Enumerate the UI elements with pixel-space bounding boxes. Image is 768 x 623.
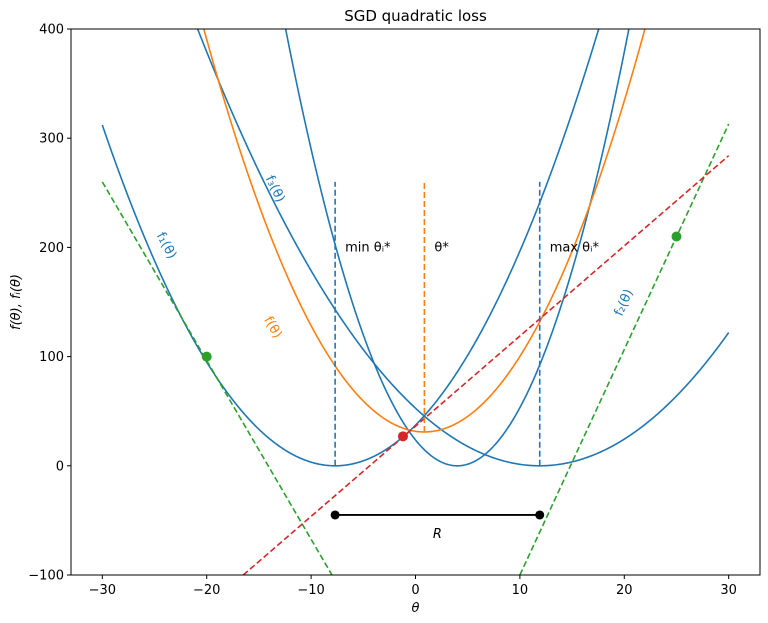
range-endpoint-right	[535, 510, 545, 520]
y-tick-label: 0	[56, 459, 64, 474]
x-tick-label: 0	[411, 583, 419, 598]
y-tick-label: −100	[28, 569, 64, 584]
x-tick-label: −20	[193, 583, 220, 598]
y-tick-label: 300	[39, 132, 64, 147]
x-tick-label: −30	[89, 583, 116, 598]
vline-label-2: θ*	[434, 240, 449, 255]
plot-area	[101, 29, 730, 575]
curve-label-1: f₁(θ)	[153, 230, 179, 262]
y-tick-label: 200	[39, 241, 64, 256]
x-tick-label: 10	[512, 583, 529, 598]
tangent-line-2	[519, 123, 730, 575]
vline-label-1: min θᵢ*	[345, 240, 391, 255]
x-axis-label: θ	[412, 601, 420, 616]
tangent-line-3	[242, 155, 730, 575]
x-tick-label: 20	[616, 583, 633, 598]
y-tick-label: 100	[39, 350, 64, 365]
curve-1	[101, 29, 600, 467]
range-endpoint-left	[330, 510, 340, 520]
point-2	[671, 231, 682, 242]
curve-label-3: f₂(θ)	[612, 287, 637, 319]
x-tick-label: −10	[297, 583, 324, 598]
curve-4	[202, 29, 646, 433]
y-axis-label: f(θ), fᵢ(θ)	[9, 274, 24, 330]
vline-label-3: max θᵢ*	[550, 240, 600, 255]
curve-label-2: f₃(θ)	[262, 173, 288, 205]
range-label: R	[433, 527, 442, 542]
tangent-line-1	[101, 181, 333, 575]
point-1	[201, 351, 212, 362]
curve-2	[284, 29, 630, 467]
point-3	[397, 431, 408, 442]
chart-title: SGD quadratic loss	[344, 7, 487, 25]
curve-3	[196, 29, 730, 467]
y-tick-label: 400	[39, 23, 64, 38]
x-tick-label: 30	[720, 583, 737, 598]
curve-label-4: f(θ)	[260, 314, 284, 341]
